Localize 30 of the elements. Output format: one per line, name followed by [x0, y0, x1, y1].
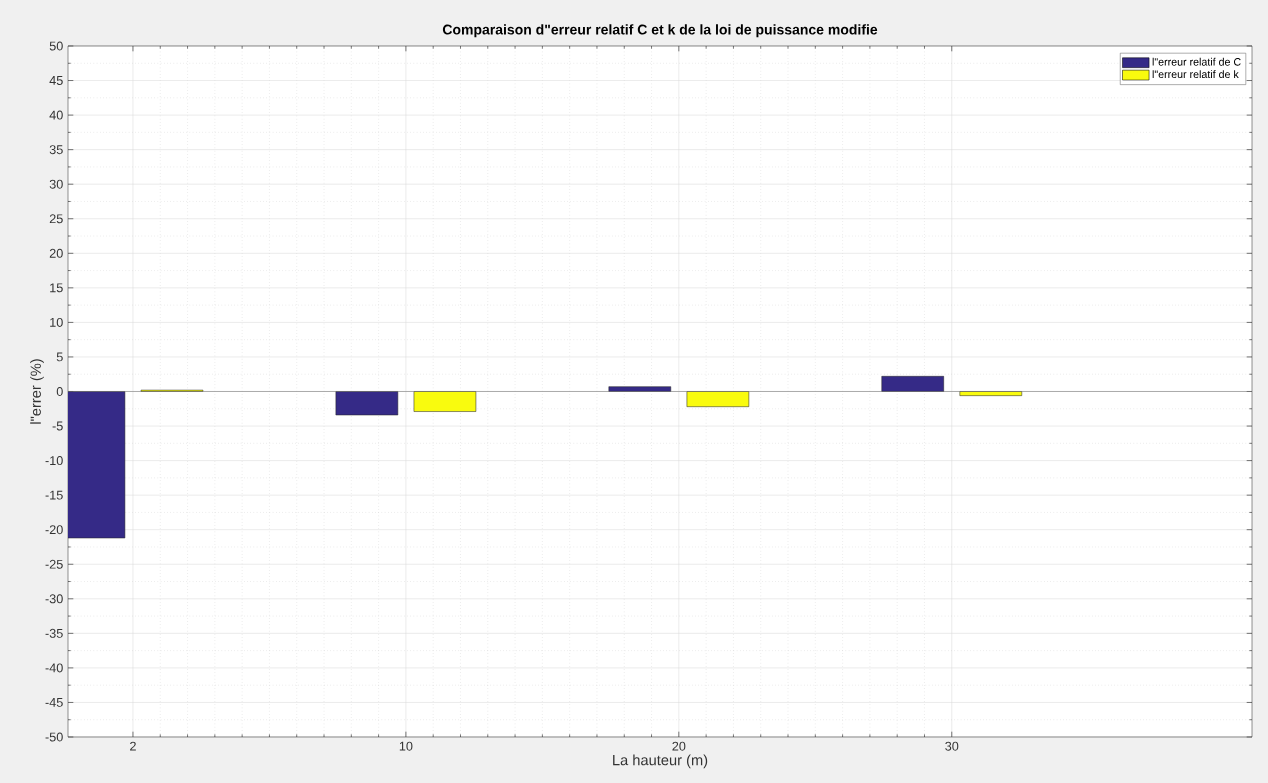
legend-label: l"erreur relatif de C	[1152, 57, 1241, 66]
y-tick-label: -30	[45, 594, 63, 604]
x-axis-title: La hauteur (m)	[613, 754, 708, 769]
y-tick-label: 40	[49, 110, 63, 120]
y-tick-label: 25	[49, 214, 63, 224]
y-axis-title: l"errer (%)	[30, 359, 44, 424]
y-tick-label: -10	[45, 456, 63, 466]
y-tick-label: 20	[49, 248, 63, 258]
y-tick-label: -40	[45, 663, 63, 673]
legend-label: l"erreur relatif de k	[1152, 70, 1239, 79]
y-tick-label: -25	[45, 559, 63, 569]
x-tick-label: 20	[672, 741, 686, 751]
y-tick-label: 30	[49, 179, 63, 189]
y-tick-label: -50	[45, 732, 63, 742]
y-tick-label: 5	[56, 352, 63, 362]
y-tick-label: 50	[49, 41, 63, 51]
y-tick-label: 45	[49, 76, 63, 85]
y-tick-label: 10	[50, 317, 63, 327]
y-tick-label: -5	[52, 421, 63, 431]
y-tick-label: 0	[56, 387, 63, 396]
chart-title: Comparaison d"erreur relatif C et k de la loi de puissance modifie	[442, 24, 878, 38]
y-tick-label: -15	[45, 490, 63, 500]
y-tick-label: 35	[49, 145, 63, 155]
y-tick-label: -45	[45, 698, 63, 707]
x-tick-label: 30	[945, 741, 959, 751]
y-tick-label: -35	[45, 628, 63, 638]
x-tick-label: 10	[399, 741, 413, 751]
y-tick-label: -20	[45, 525, 63, 535]
y-tick-label: 15	[50, 283, 63, 293]
x-tick-label: 2	[130, 741, 136, 751]
